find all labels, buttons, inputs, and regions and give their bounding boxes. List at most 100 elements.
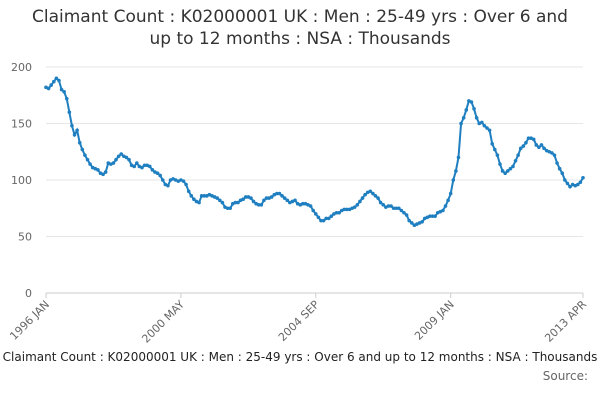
data-point: [192, 197, 196, 202]
data-point: [578, 180, 583, 185]
data-point: [236, 200, 240, 205]
data-point: [46, 86, 51, 91]
data-point: [101, 172, 105, 177]
data-point: [233, 200, 238, 205]
data-point: [513, 158, 518, 163]
data-point: [394, 206, 399, 211]
data-point: [376, 196, 380, 200]
data-point: [142, 163, 147, 168]
data-point: [537, 145, 541, 150]
data-point: [316, 215, 321, 220]
data-point: [433, 214, 437, 218]
data-point: [531, 137, 536, 142]
data-point: [70, 123, 74, 128]
y-tick-label: 50: [18, 231, 32, 244]
data-point: [576, 182, 580, 187]
data-point: [215, 196, 220, 200]
data-point: [262, 198, 266, 203]
data-point: [581, 175, 585, 180]
data-point: [127, 157, 131, 162]
data-point: [285, 198, 290, 203]
data-point: [563, 178, 567, 182]
data-point: [358, 199, 362, 204]
data-point: [508, 166, 513, 171]
data-point: [132, 164, 137, 169]
data-point: [186, 189, 191, 194]
data-point: [368, 189, 373, 194]
data-point: [57, 78, 61, 83]
data-point: [480, 120, 484, 125]
data-point: [363, 192, 367, 197]
data-point: [324, 216, 328, 221]
data-point: [160, 178, 165, 182]
data-point: [321, 218, 326, 223]
x-tick-label: 1996 JAN: [7, 298, 52, 343]
data-point: [373, 194, 378, 198]
data-point: [345, 207, 349, 212]
data-point: [495, 153, 500, 157]
data-point: [72, 133, 77, 137]
data-point: [259, 203, 264, 207]
data-point: [503, 171, 507, 176]
chart-title: Claimant Count : K02000001 UK : Men : 25…: [32, 7, 568, 49]
data-point: [459, 121, 463, 126]
data-point: [557, 166, 562, 171]
data-point: [446, 198, 450, 203]
y-tick-label: 150: [11, 118, 32, 131]
data-point: [371, 191, 375, 196]
footer: Claimant Count : K02000001 UK : Men : 25…: [3, 350, 598, 364]
data-point: [485, 126, 489, 130]
data-point: [490, 142, 495, 146]
data-point: [381, 203, 386, 207]
data-point: [404, 213, 409, 217]
data-point: [54, 76, 59, 81]
data-point: [326, 216, 331, 221]
data-point: [505, 169, 510, 173]
data-point: [391, 206, 396, 211]
data-point: [166, 183, 170, 188]
data-point: [474, 116, 479, 120]
data-point: [147, 164, 152, 169]
data-point: [275, 191, 279, 196]
data-point: [301, 201, 305, 206]
data-point: [487, 128, 492, 133]
data-point: [282, 196, 287, 200]
data-point: [389, 204, 393, 208]
data-point: [181, 179, 186, 183]
data-point: [402, 210, 406, 215]
data-point: [202, 194, 207, 198]
data-point: [124, 155, 129, 160]
x-tick-label: 2000 MAY: [139, 298, 187, 346]
x-tick-label: 2004 SEP: [276, 298, 322, 344]
data-point: [552, 153, 557, 157]
x-tick-label: 2009 JAN: [412, 298, 457, 343]
data-point: [313, 212, 318, 216]
data-point: [111, 161, 116, 165]
data-point: [80, 147, 85, 152]
data-point: [241, 197, 245, 202]
data-point: [264, 196, 269, 200]
data-point: [77, 140, 82, 145]
data-point: [337, 210, 341, 215]
data-point: [342, 207, 347, 212]
data-point: [441, 208, 445, 213]
data-point: [555, 161, 559, 165]
data-point: [249, 196, 253, 200]
y-tick-label: 100: [11, 174, 32, 187]
data-point: [355, 203, 360, 207]
data-point: [277, 191, 282, 196]
data-point: [269, 195, 274, 199]
data-point: [155, 171, 160, 176]
data-point: [184, 182, 188, 187]
data-point: [293, 198, 297, 203]
data-point: [472, 107, 476, 111]
data-point: [360, 196, 365, 200]
data-point: [150, 168, 155, 172]
data-point: [51, 79, 56, 84]
data-point: [397, 206, 401, 211]
data-point: [256, 203, 261, 207]
data-point: [334, 210, 339, 215]
data-point: [158, 173, 162, 178]
data-point: [134, 161, 139, 165]
